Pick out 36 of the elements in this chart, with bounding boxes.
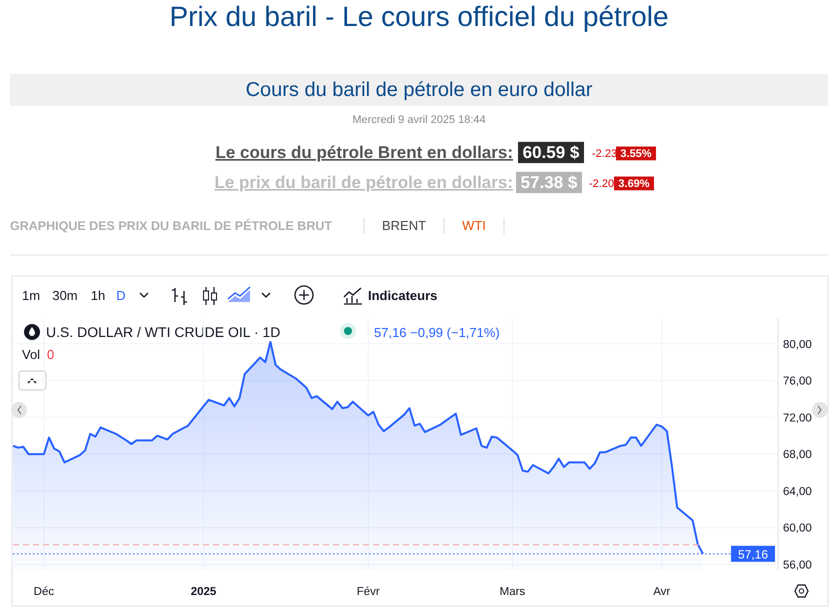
text: 1m: [22, 288, 40, 303]
text: 30m: [52, 288, 78, 303]
text: 3.55%: [620, 148, 652, 160]
text: Le cours du pétrole Brent en dollars:: [215, 143, 513, 162]
text: 1h: [90, 288, 106, 303]
y-tick-label: 60,00: [783, 522, 812, 535]
text: BRENT: [382, 218, 426, 233]
x-tick-label: Févr: [356, 586, 380, 598]
x-tick-label: 2025: [190, 586, 217, 598]
annotation: 0: [47, 347, 54, 362]
x-tick-label: Mars: [500, 586, 526, 598]
text: GRAPHIQUE DES PRIX DU BARIL DE PÉTROLE BRUT: [10, 218, 332, 233]
text: 57.38 $: [520, 173, 578, 192]
text: Mercredi 9 avril 2025 18:44: [352, 114, 486, 126]
y-tick-label: 64,00: [783, 486, 812, 498]
annotation: U.S. DOLLAR / WTI CRUDE OIL · 1D: [46, 324, 280, 340]
text: D: [116, 288, 126, 303]
y-tick-label: 76,00: [783, 376, 812, 388]
text: 60.59 $: [522, 143, 580, 162]
text: Indicateurs: [368, 288, 438, 303]
x-tick-label: Avr: [653, 586, 670, 598]
text: WTI: [462, 218, 486, 233]
chart-subtitle: Cours du baril de pétrole en euro dollar: [246, 79, 593, 101]
ref-line-label: 57,16: [738, 547, 768, 562]
annotation: Vol: [22, 347, 40, 362]
x-tick-label: Déc: [34, 586, 54, 598]
chart-title: Prix du baril - Le cours officiel du pétrole: [169, 1, 669, 32]
y-tick-label: 56,00: [783, 559, 812, 572]
text: Le prix du baril de pétrole en dollars:: [214, 173, 513, 192]
y-tick-label: 72,00: [783, 412, 812, 424]
y-tick-label: 68,00: [783, 449, 812, 462]
text: 3.69%: [618, 178, 650, 190]
text: -2.20: [589, 178, 614, 190]
text: -2.23: [592, 148, 618, 160]
y-tick-label: 80,00: [783, 338, 812, 351]
annotation: 57,16 −0,99 (−1,71%): [374, 325, 500, 340]
